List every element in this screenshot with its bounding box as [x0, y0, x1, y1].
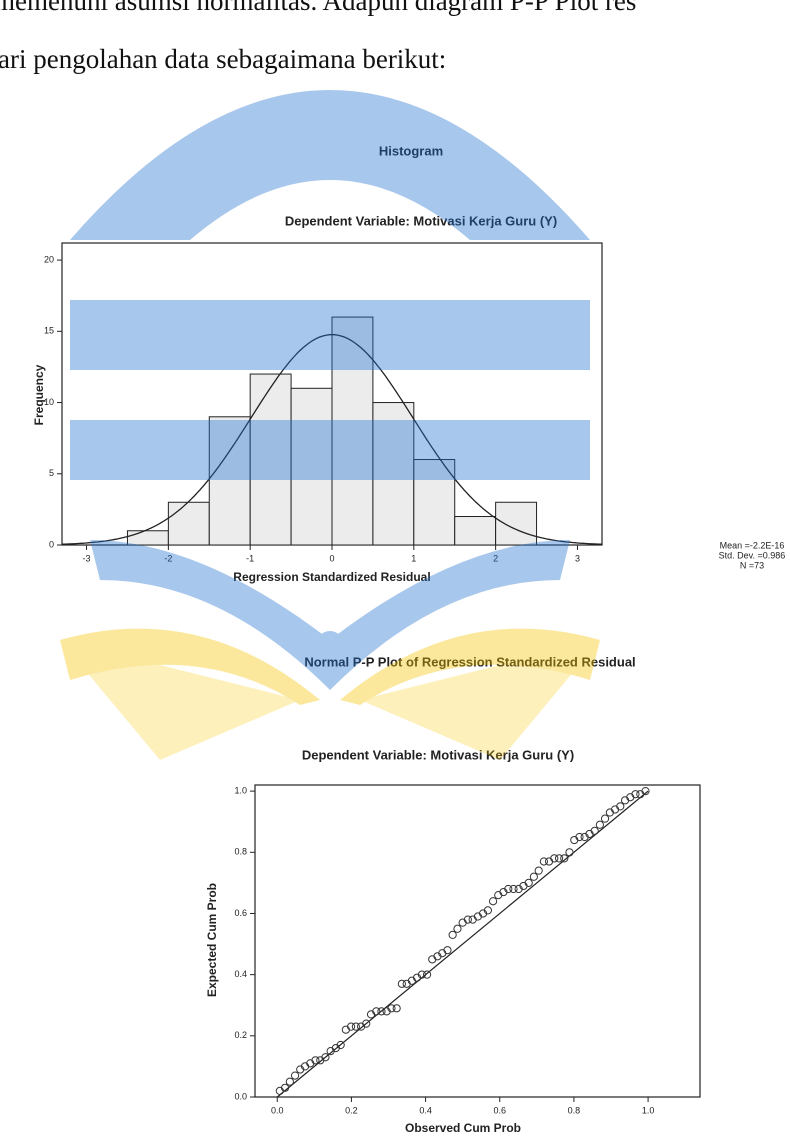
y-axis-label: Expected Cum Prob	[205, 883, 219, 997]
point	[449, 931, 456, 938]
point	[489, 898, 496, 905]
stat-text: N =73	[740, 560, 764, 570]
y-tick-label: 5	[49, 468, 54, 478]
page: memenuhi asumsi normalitas. Adapun diagr…	[0, 0, 790, 1138]
x-tick-label: 0.6	[493, 1105, 506, 1115]
bar	[209, 417, 250, 545]
point	[393, 1005, 400, 1012]
x-tick-label: 1.0	[642, 1105, 655, 1115]
stat-text: Mean =-2.2E-16	[720, 540, 785, 550]
x-tick-label: 0.8	[568, 1105, 581, 1115]
point	[601, 815, 608, 822]
stat-text: Std. Dev. =0.986	[719, 550, 786, 560]
x-tick-label: 0.2	[345, 1105, 358, 1115]
point	[286, 1078, 293, 1085]
y-tick-label: 15	[44, 326, 54, 336]
point	[423, 971, 430, 978]
y-tick-label: 0.6	[234, 908, 247, 918]
y-tick-label: 0	[49, 539, 54, 549]
point	[566, 849, 573, 856]
x-tick-label: 0.0	[271, 1105, 284, 1115]
x-tick-label: -2	[164, 553, 172, 563]
bar	[250, 374, 291, 545]
charts: Histogram Dependent Variable: Motivasi K…	[0, 0, 790, 1138]
x-tick-label: -1	[246, 553, 254, 563]
bar	[332, 317, 373, 545]
bar	[496, 502, 537, 545]
point	[291, 1072, 298, 1079]
plot-frame	[255, 785, 700, 1097]
y-tick-label: 1.0	[234, 785, 247, 795]
point	[454, 925, 461, 932]
point	[530, 873, 537, 880]
bar	[127, 531, 168, 545]
bar	[168, 502, 209, 545]
x-axis-label: Observed Cum Prob	[405, 1121, 521, 1135]
y-tick-label: 0.4	[234, 969, 247, 979]
x-tick-label: -3	[83, 553, 91, 563]
chart-title: Histogram	[379, 143, 443, 158]
point	[596, 821, 603, 828]
reference-line	[277, 791, 648, 1097]
x-tick-label: 0.4	[419, 1105, 432, 1115]
bar	[414, 460, 455, 545]
chart-subtitle: Dependent Variable: Motivasi Kerja Guru …	[302, 747, 574, 762]
y-tick-label: 0.0	[234, 1091, 247, 1101]
bar	[291, 388, 332, 545]
y-tick-label: 20	[44, 254, 54, 264]
x-tick-label: 3	[575, 553, 580, 563]
y-axis-label: Frequency	[32, 364, 46, 425]
chart-title: Normal P-P Plot of Regression Standardiz…	[304, 654, 635, 669]
point	[535, 867, 542, 874]
x-tick-label: 1	[411, 553, 416, 563]
y-tick-label: 0.8	[234, 847, 247, 857]
bar	[373, 403, 414, 545]
y-tick-label: 0.2	[234, 1030, 247, 1040]
x-tick-label: 2	[493, 553, 498, 563]
chart-subtitle: Dependent Variable: Motivasi Kerja Guru …	[285, 213, 557, 228]
bar	[455, 517, 496, 545]
x-axis-label: Regression Standardized Residual	[233, 570, 430, 584]
x-tick-label: 0	[329, 553, 334, 563]
y-tick-label: 10	[44, 397, 54, 407]
